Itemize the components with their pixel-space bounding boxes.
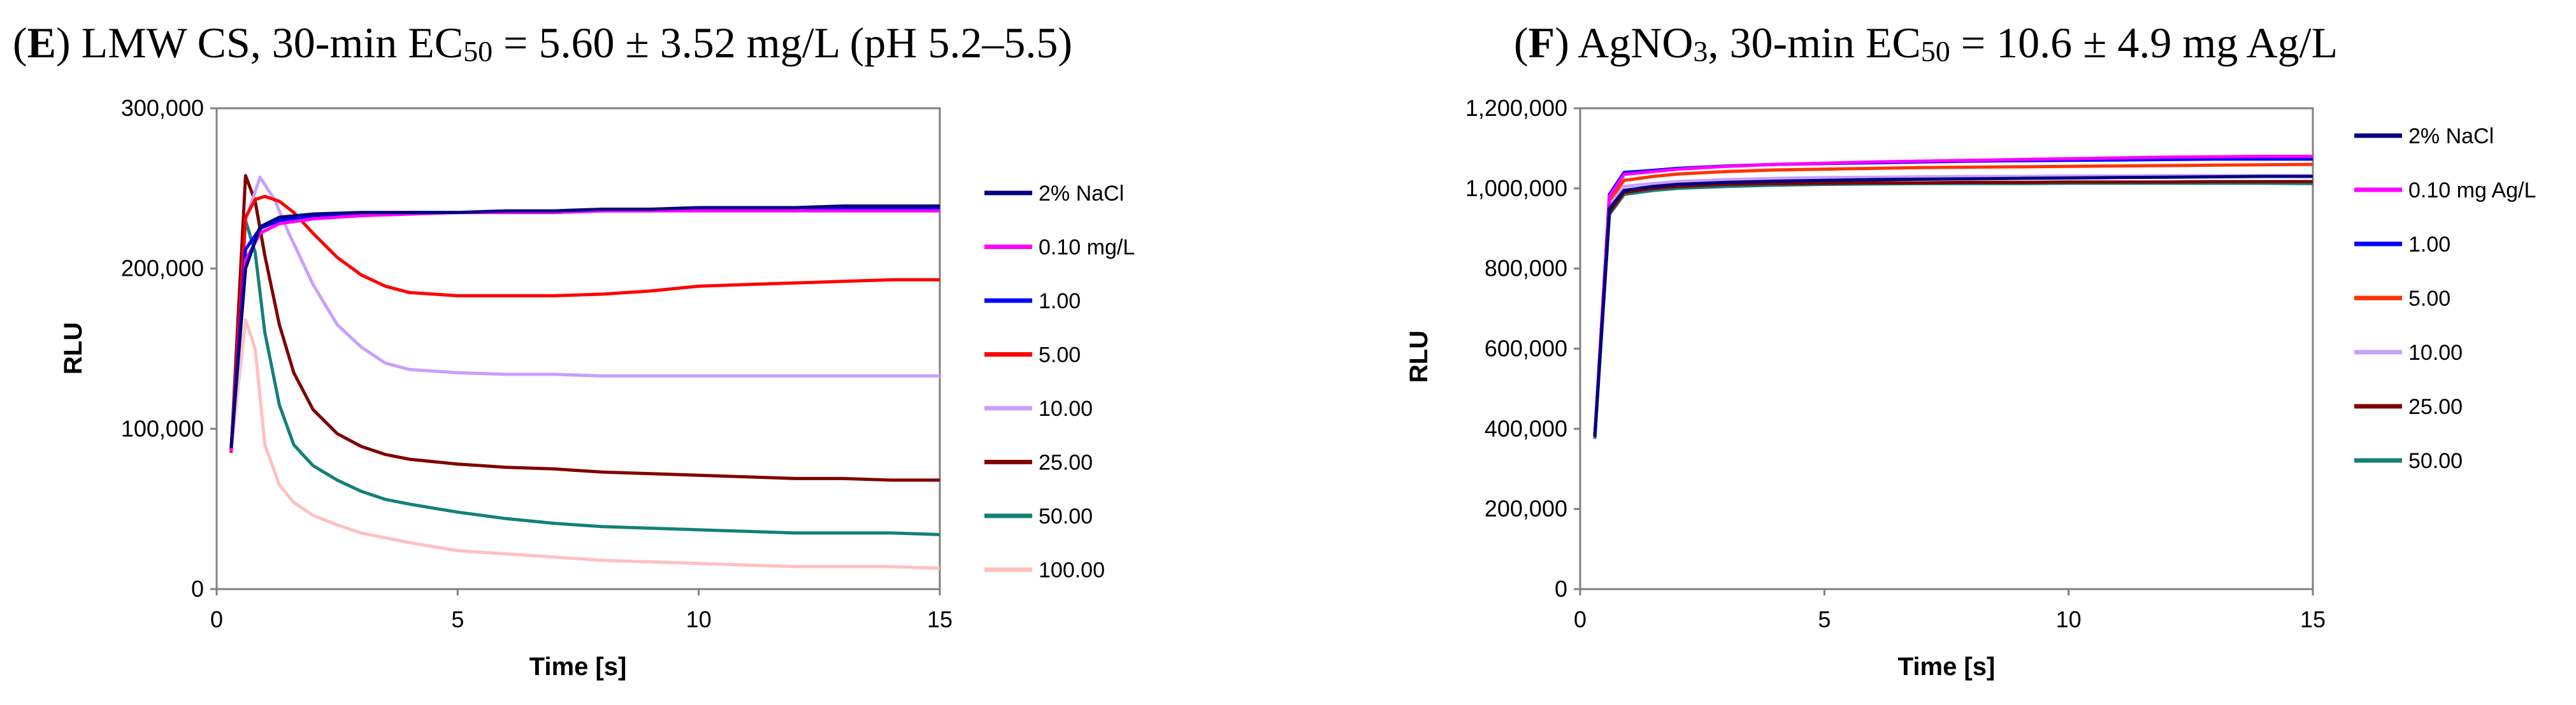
legend-label: 2% NaCl [2408, 124, 2494, 148]
panel-f-y-label: RLU [1405, 331, 1433, 383]
legend-label: 5.00 [1039, 343, 1081, 367]
y-tick-label: 0 [1555, 576, 1567, 602]
series-line-1 [229, 209, 940, 452]
series-line-3 [229, 194, 940, 453]
panel-e-x-axis: 0 5 10 15 [210, 589, 953, 632]
panel-e-y-axis: 0 100,000 200,000 300,000 [121, 95, 217, 602]
x-tick-label: 10 [2056, 606, 2082, 632]
panel-f-y-axis: 0 200,000 400,000 600,000 800,000 1,000,000 1,… [1465, 95, 1580, 602]
panel-e-title: (E) LMW CS, 30-min EC50 = 5.60 ± 3.52 mg… [13, 18, 1072, 68]
y-tick-label: 600,000 [1485, 336, 1567, 362]
panel-f-x-label: Time [s] [1898, 653, 1996, 681]
panel-e-series [229, 174, 940, 570]
y-tick-label: 400,000 [1485, 415, 1567, 441]
x-tick-label: 15 [2300, 606, 2326, 632]
panel-f-title: (F) AgNO3, 30-min EC50 = 10.6 ± 4.9 mg A… [1514, 18, 2338, 68]
y-tick-label: 1,200,000 [1465, 95, 1567, 121]
y-tick-label: 200,000 [1485, 495, 1567, 522]
legend-label: 0.10 mg/L [1039, 236, 1135, 260]
x-tick-label: 5 [1818, 606, 1831, 632]
panel-e-legend: 2% NaCl 0.10 mg/L 1.00 5.00 10.00 25.00 50.00 1… [984, 182, 1135, 583]
legend-label: 1.00 [1039, 289, 1081, 313]
x-tick-label: 15 [927, 606, 953, 632]
legend-label: 5.00 [2408, 287, 2450, 311]
legend-label: 2% NaCl [1039, 182, 1124, 206]
legend-label: 0.10 mg Ag/L [2408, 178, 2536, 203]
series-line-0 [1593, 174, 2313, 438]
panel-f-x-axis: 0 5 10 15 [1574, 589, 2326, 632]
panel-f-series [1593, 155, 2313, 439]
legend-label: 10.00 [1039, 397, 1093, 421]
y-tick-label: 300,000 [121, 95, 204, 121]
x-tick-label: 5 [451, 606, 464, 632]
x-tick-label: 10 [686, 606, 712, 632]
series-line-3 [1593, 162, 2313, 438]
legend-label: 25.00 [2408, 395, 2463, 419]
legend-label: 10.00 [2408, 341, 2463, 365]
legend-label: 100.00 [1039, 559, 1105, 583]
y-tick-label: 0 [191, 576, 204, 602]
series-line-5 [229, 174, 940, 482]
legend-label: 50.00 [2408, 449, 2463, 473]
x-tick-label: 0 [1574, 606, 1587, 632]
series-line-4 [1593, 174, 2313, 438]
panel-e-plot-area [215, 107, 941, 590]
series-line-2 [229, 208, 940, 450]
series-line-4 [229, 175, 940, 450]
legend-label: 1.00 [2408, 232, 2450, 257]
series-line-1 [1593, 155, 2313, 438]
panel-e: (E) LMW CS, 30-min EC50 = 5.60 ± 3.52 mg… [13, 18, 1135, 681]
y-tick-label: 800,000 [1485, 255, 1567, 281]
series-line-6 [1593, 182, 2313, 439]
y-tick-label: 1,000,000 [1465, 175, 1567, 201]
series-line-0 [229, 204, 940, 448]
series-line-6 [229, 218, 940, 536]
series-line-2 [1593, 157, 2313, 438]
series-line-7 [229, 318, 940, 570]
series-line-5 [1593, 180, 2313, 438]
x-tick-label: 0 [210, 606, 223, 632]
legend-label: 50.00 [1039, 504, 1093, 529]
panel-e-y-label: RLU [59, 322, 87, 374]
panel-f: (F) AgNO3, 30-min EC50 = 10.6 ± 4.9 mg A… [1405, 18, 2536, 681]
y-tick-label: 200,000 [121, 255, 204, 281]
panel-e-x-label: Time [s] [529, 653, 627, 681]
panel-f-legend: 2% NaCl 0.10 mg Ag/L 1.00 5.00 10.00 25.00 50.… [2354, 124, 2536, 473]
y-tick-label: 100,000 [121, 415, 204, 441]
legend-label: 25.00 [1039, 451, 1093, 475]
